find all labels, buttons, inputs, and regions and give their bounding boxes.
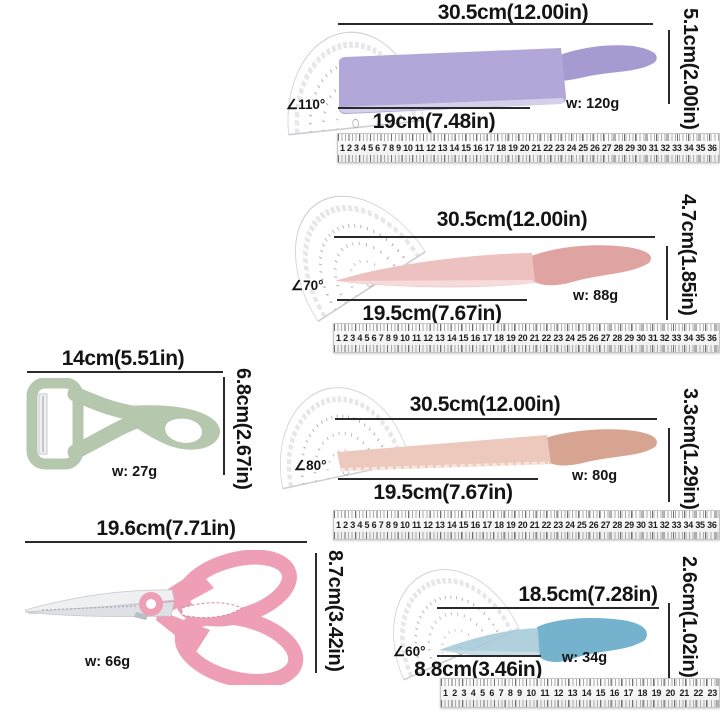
dimension-line	[335, 418, 657, 420]
dimension-line	[437, 655, 541, 657]
weight-label: w: 120g	[566, 96, 620, 112]
ruler-ticks	[334, 532, 719, 539]
blade-angle-label: ∠110°	[286, 97, 326, 112]
blade-length-label: 19.5cm(7.67in)	[362, 302, 502, 325]
dimension-line	[315, 553, 317, 673]
blade-height-label: 5.1cm(2.00in)	[679, 8, 701, 130]
weight-label: w: 80g	[572, 468, 618, 484]
dimension-line	[27, 371, 223, 373]
cleaver-knife-image	[338, 45, 657, 115]
scissors-image	[24, 550, 304, 685]
ruler-numbers: 1 2 3 4 5 6 7 8 9 10 11 12 13 14 15 16 17 18 19 20 21 22 23 24 2…	[340, 143, 717, 153]
dimension-line	[437, 607, 659, 609]
dimension-line	[338, 23, 653, 25]
blade-length-label: 8.8cm(3.46in)	[414, 658, 542, 681]
total-length-label: 30.5cm(12.00in)	[437, 1, 589, 24]
weight-label: w: 34g	[562, 650, 608, 666]
protractor-icon	[364, 543, 522, 684]
blade-height-label: 4.7cm(1.85in)	[677, 194, 699, 316]
blade-angle-label: ∠60°	[393, 644, 426, 659]
blade-height-label: 2.6cm(1.02in)	[678, 556, 700, 678]
ruler: 1 2 3 4 5 6 7 8 9 10 11 12 13 14 15 16 17 18 19 20 21 22 23 24 2…	[333, 510, 720, 540]
dimension-line	[334, 236, 655, 238]
blade-length-label: 19.5cm(7.67in)	[373, 481, 513, 504]
ruler-ticks	[338, 134, 719, 141]
total-length-label: 30.5cm(12.00in)	[436, 208, 588, 231]
dimension-line	[668, 428, 670, 502]
blade-angle-label: ∠70°	[291, 278, 324, 293]
dimension-line	[338, 478, 538, 480]
weight-label: w: 27g	[112, 464, 158, 480]
protractor-icon	[276, 20, 426, 138]
ruler-numbers: 1 2 3 4 5 6 7 8 9 10 11 12 13 14 15 16 17 18 19 20 21 22 23 24 2…	[336, 333, 717, 343]
ruler: 1 2 3 4 5 6 7 8 9 10 11 12 13 14 15 16 17 18 19 20 21 22 23 24 2…	[337, 133, 720, 163]
dimension-line	[338, 107, 530, 109]
blade-length-label: 19cm(7.48in)	[372, 110, 496, 133]
total-length-label: 19.6cm(7.71in)	[96, 517, 236, 540]
ruler-numbers: 1 2 3 4 5 6 7 8 9 10 11 12 13 14 15 16 17 18 19 20 21 22 23 24 2…	[336, 520, 717, 530]
ruler-ticks	[334, 324, 719, 331]
total-length-label: 30.5cm(12.00in)	[409, 393, 561, 416]
dimension-line	[25, 541, 307, 543]
total-length-label: 14cm(5.51in)	[61, 347, 185, 370]
dimension-line	[668, 30, 670, 104]
height-label: 6.8cm(2.67in)	[232, 368, 254, 490]
total-length-label: 18.5cm(7.28in)	[518, 583, 658, 606]
protractor-icon	[261, 370, 412, 492]
dimension-line	[223, 377, 225, 475]
chef-knife-image	[335, 245, 651, 288]
weight-label: w: 88g	[573, 288, 619, 304]
bread-knife-image	[337, 429, 657, 471]
ruler-ticks	[334, 345, 719, 352]
dimension-line	[666, 246, 668, 320]
blade-angle-label: ∠80°	[294, 458, 327, 473]
blade-height-label: 3.3cm(1.29in)	[679, 388, 701, 510]
ruler-ticks	[441, 700, 719, 707]
dimension-line	[668, 603, 670, 683]
peeler-image	[26, 378, 220, 470]
ruler-ticks	[334, 511, 719, 518]
height-label: 8.7cm(3.42in)	[324, 550, 346, 672]
weight-label: w: 66g	[85, 654, 131, 670]
ruler-ticks	[441, 679, 719, 686]
dimension-line	[337, 299, 527, 301]
ruler: 1 2 3 4 5 6 7 8 9 10 11 12 13 14 15 16 17 18 19 20 21 22 23 24 2…	[333, 323, 720, 353]
ruler: 1 2 3 4 5 6 7 8 9 10 11 12 13 14 15 16 17 18 19 20 21 22 23	[440, 678, 720, 708]
ruler-numbers: 1 2 3 4 5 6 7 8 9 10 11 12 13 14 15 16 17 18 19 20 21 22 23	[443, 688, 717, 698]
paring-knife-image	[439, 618, 647, 662]
ruler-ticks	[338, 155, 719, 162]
protractor-icon	[259, 163, 429, 325]
